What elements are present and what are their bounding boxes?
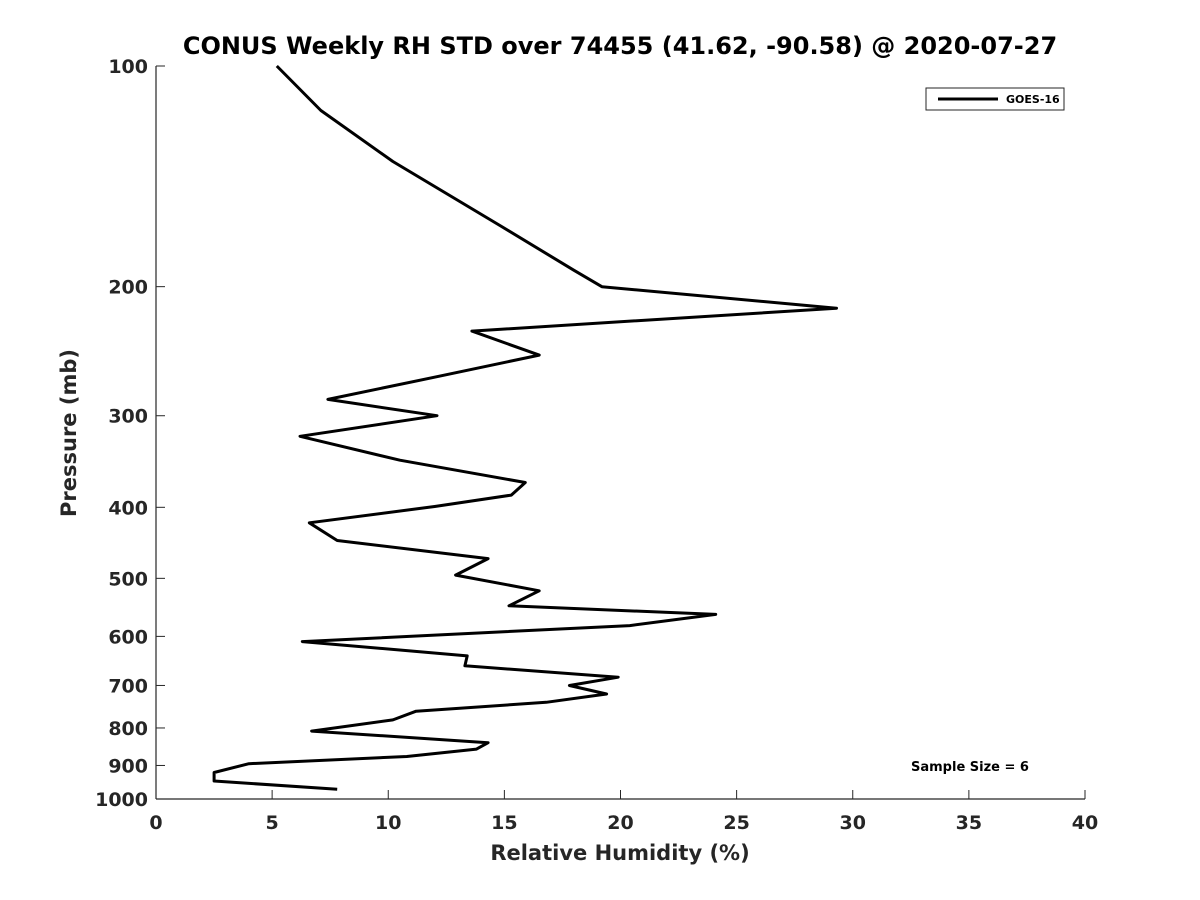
y-tick-label: 600 [108, 626, 148, 648]
legend-label-goes16: GOES-16 [1006, 93, 1060, 106]
x-tick-label: 40 [1072, 812, 1098, 834]
x-tick-label: 10 [375, 812, 401, 834]
x-tick-label: 0 [149, 812, 162, 834]
sample-size-annotation: Sample Size = 6 [911, 760, 1029, 775]
y-tick-label: 800 [108, 718, 148, 740]
x-tick-label: 20 [607, 812, 633, 834]
y-tick-label: 900 [108, 755, 148, 777]
y-axis-label: Pressure (mb) [57, 349, 81, 517]
legend: GOES-16 [925, 87, 1065, 111]
y-tick-label: 300 [108, 406, 148, 428]
x-tick-label: 35 [956, 812, 982, 834]
x-tick-label: 25 [723, 812, 749, 834]
y-axis-ticks: 100 200 300 400 500 600 700 800 900 1000 [95, 56, 165, 811]
y-tick-label: 100 [108, 56, 148, 78]
x-axis-label: Relative Humidity (%) [490, 841, 749, 865]
x-tick-label: 5 [266, 812, 279, 834]
y-tick-label: 700 [108, 675, 148, 697]
y-tick-label: 500 [108, 568, 148, 590]
y-tick-label: 400 [108, 497, 148, 519]
y-tick-label: 1000 [95, 789, 148, 811]
x-tick-label: 15 [491, 812, 517, 834]
chart-title: CONUS Weekly RH STD over 74455 (41.62, -… [183, 32, 1057, 60]
series-lines [212, 64, 838, 791]
x-tick-label: 30 [840, 812, 866, 834]
y-tick-label: 200 [108, 277, 148, 299]
x-axis-ticks: 0 5 10 15 20 25 30 35 40 [149, 790, 1098, 834]
series-line-0 [212, 64, 838, 791]
